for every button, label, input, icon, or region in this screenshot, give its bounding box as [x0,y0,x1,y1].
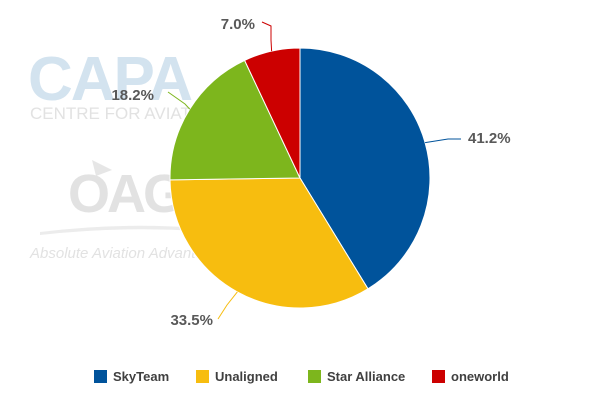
pie-slice-star-alliance [169,59,301,181]
legend: SkyTeam Unaligned Star Alliance oneworld [94,369,509,384]
svg-text:CAPA: CAPA [28,45,192,114]
svg-text:CENTRE FOR AVIATION: CENTRE FOR AVIATION [30,104,221,123]
svg-text:OAG: OAG [68,164,182,224]
data-label-unaligned: 33.5% [170,312,213,329]
legend-item-oneworld: oneworld [432,369,509,384]
legend-label-star-alliance: Star Alliance [327,369,405,384]
legend-item-skyteam: SkyTeam [94,369,169,384]
pie-slice-oneworld [243,47,301,179]
leader-line-unaligned [217,291,238,320]
leader-lines [167,21,461,320]
svg-text:Absolute Aviation Advantage: Absolute Aviation Advantage [29,245,220,262]
pie-slices [169,47,431,309]
legend-label-unaligned: Unaligned [215,369,278,384]
legend-swatch-star-alliance [308,370,321,383]
watermark: CAPA CENTRE FOR AVIATION OAG Absolute Av… [28,45,221,262]
legend-item-unaligned: Unaligned [196,369,278,384]
capa-watermark-logo: CAPA CENTRE FOR AVIATION [28,45,221,123]
legend-swatch-unaligned [196,370,209,383]
pie-slice-unaligned [169,177,369,309]
leader-line-skyteam [425,138,461,144]
data-label-oneworld: 7.0% [221,16,255,33]
legend-item-star-alliance: Star Alliance [308,369,405,384]
legend-label-oneworld: oneworld [451,369,509,384]
data-labels: 41.2% 33.5% 18.2% 7.0% [111,16,510,329]
oag-watermark-logo: OAG Absolute Aviation Advantage [29,160,220,262]
data-label-skyteam: 41.2% [468,130,511,147]
leader-line-star-alliance [167,91,191,110]
legend-swatch-skyteam [94,370,107,383]
legend-label-skyteam: SkyTeam [113,369,169,384]
legend-swatch-oneworld [432,370,445,383]
data-label-star-alliance: 18.2% [111,87,154,104]
leader-line-oneworld [261,21,273,52]
